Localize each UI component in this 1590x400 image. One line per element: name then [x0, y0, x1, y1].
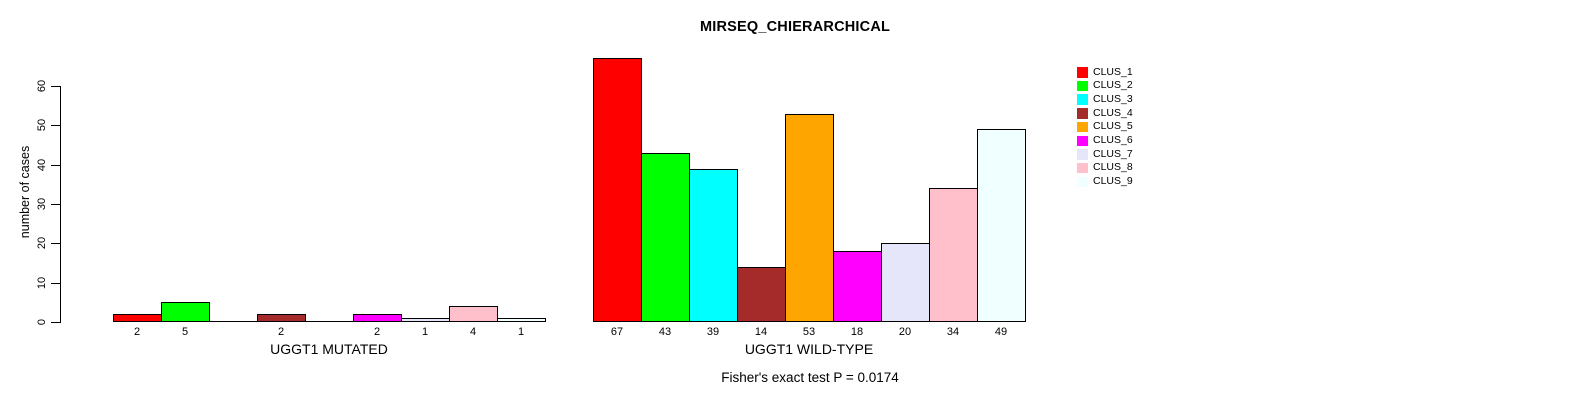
bar-value-label: 39 — [706, 326, 720, 338]
bar-clus_4-mutated — [257, 314, 306, 322]
legend-label: CLUS_8 — [1093, 161, 1133, 174]
bar-value-label: 5 — [181, 326, 189, 338]
x-group-label: UGGT1 MUTATED — [270, 341, 388, 357]
bar-value-label: 4 — [469, 326, 477, 338]
group-baseline — [113, 321, 546, 322]
bar-clus_4-wildtype — [737, 267, 786, 322]
bar-clus_3-wildtype — [689, 169, 738, 322]
legend-item-clus_2: CLUS_2 — [1077, 79, 1133, 93]
legend-swatch-icon — [1077, 162, 1088, 174]
bar-value-label: 2 — [373, 326, 381, 338]
y-axis-label: number of cases — [18, 145, 32, 239]
legend-item-clus_6: CLUS_6 — [1077, 134, 1133, 148]
legend-label: CLUS_6 — [1093, 133, 1133, 146]
bar-value-label: 1 — [517, 326, 525, 338]
bar-clus_9-mutated — [497, 318, 546, 322]
legend-label: CLUS_2 — [1093, 79, 1133, 92]
bar-clus_2-mutated — [161, 302, 210, 322]
bar-clus_1-mutated — [113, 314, 162, 322]
legend-item-clus_8: CLUS_8 — [1077, 161, 1133, 175]
legend-label: CLUS_4 — [1093, 106, 1133, 119]
legend-label: CLUS_5 — [1093, 120, 1133, 133]
legend-swatch-icon — [1077, 121, 1088, 133]
y-tick — [51, 283, 61, 284]
chart-title: MIRSEQ_CHIERARCHICAL — [699, 19, 891, 35]
bar-value-label: 67 — [610, 326, 624, 338]
y-tick — [51, 125, 61, 126]
legend-label: CLUS_3 — [1093, 92, 1133, 105]
y-tick-label: 10 — [36, 276, 48, 290]
legend-item-clus_7: CLUS_7 — [1077, 148, 1133, 162]
bar-clus_9-wildtype — [977, 129, 1026, 322]
bar-clus_6-mutated — [353, 314, 402, 322]
legend-swatch-icon — [1077, 149, 1088, 160]
bar-clus_5-wildtype — [785, 114, 834, 322]
legend-swatch-icon — [1077, 135, 1088, 147]
bar-value-label: 49 — [994, 326, 1008, 338]
legend-swatch-icon — [1077, 108, 1088, 119]
y-tick — [51, 322, 61, 323]
bar-value-label: 43 — [658, 326, 672, 338]
y-tick — [51, 165, 61, 166]
legend-label: CLUS_1 — [1093, 65, 1133, 78]
legend-item-clus_4: CLUS_4 — [1077, 107, 1133, 121]
y-tick-label: 30 — [36, 197, 48, 211]
legend-label: CLUS_9 — [1093, 175, 1133, 187]
bar-clus_7-mutated — [401, 318, 450, 322]
y-tick-label: 60 — [36, 79, 48, 93]
legend: CLUS_1 CLUS_2 CLUS_3 CLUS_4 CLUS_5 CLUS_6 CLUS… — [1077, 66, 1133, 189]
bar-value-label: 34 — [946, 326, 960, 338]
legend-swatch-icon — [1077, 80, 1088, 92]
bar-clus_1-wildtype — [593, 58, 642, 322]
legend-item-clus_5: CLUS_5 — [1077, 120, 1133, 134]
legend-item-clus_9: CLUS_9 — [1077, 175, 1133, 189]
y-tick — [51, 243, 61, 244]
y-tick — [51, 86, 61, 87]
legend-item-clus_3: CLUS_3 — [1077, 93, 1133, 107]
bar-clus_8-wildtype — [929, 188, 978, 322]
y-tick-label: 40 — [36, 158, 48, 172]
legend-swatch-icon — [1077, 176, 1088, 188]
bar-value-label: 20 — [898, 326, 912, 338]
y-tick-label: 0 — [36, 318, 48, 326]
bar-value-label: 14 — [754, 326, 768, 338]
y-tick — [51, 204, 61, 205]
bar-value-label: 2 — [277, 326, 285, 338]
x-group-label: UGGT1 WILD-TYPE — [744, 341, 874, 357]
legend-swatch-icon — [1077, 67, 1088, 78]
bar-value-label: 53 — [802, 326, 816, 338]
bar-value-label: 18 — [850, 326, 864, 338]
bar-clus_2-wildtype — [641, 153, 690, 322]
bar-clus_8-mutated — [449, 306, 498, 322]
legend-item-clus_1: CLUS_1 — [1077, 66, 1133, 80]
bar-clus_6-wildtype — [833, 251, 882, 322]
bar-value-label: 1 — [421, 326, 429, 338]
y-tick-label: 50 — [36, 118, 48, 132]
legend-label: CLUS_7 — [1093, 147, 1133, 160]
fisher-test-annotation: Fisher's exact test P = 0.0174 — [721, 370, 899, 385]
legend-swatch-icon — [1077, 94, 1088, 105]
bar-clus_7-wildtype — [881, 243, 930, 322]
bar-value-label: 2 — [133, 326, 141, 338]
y-tick-label: 20 — [36, 236, 48, 250]
